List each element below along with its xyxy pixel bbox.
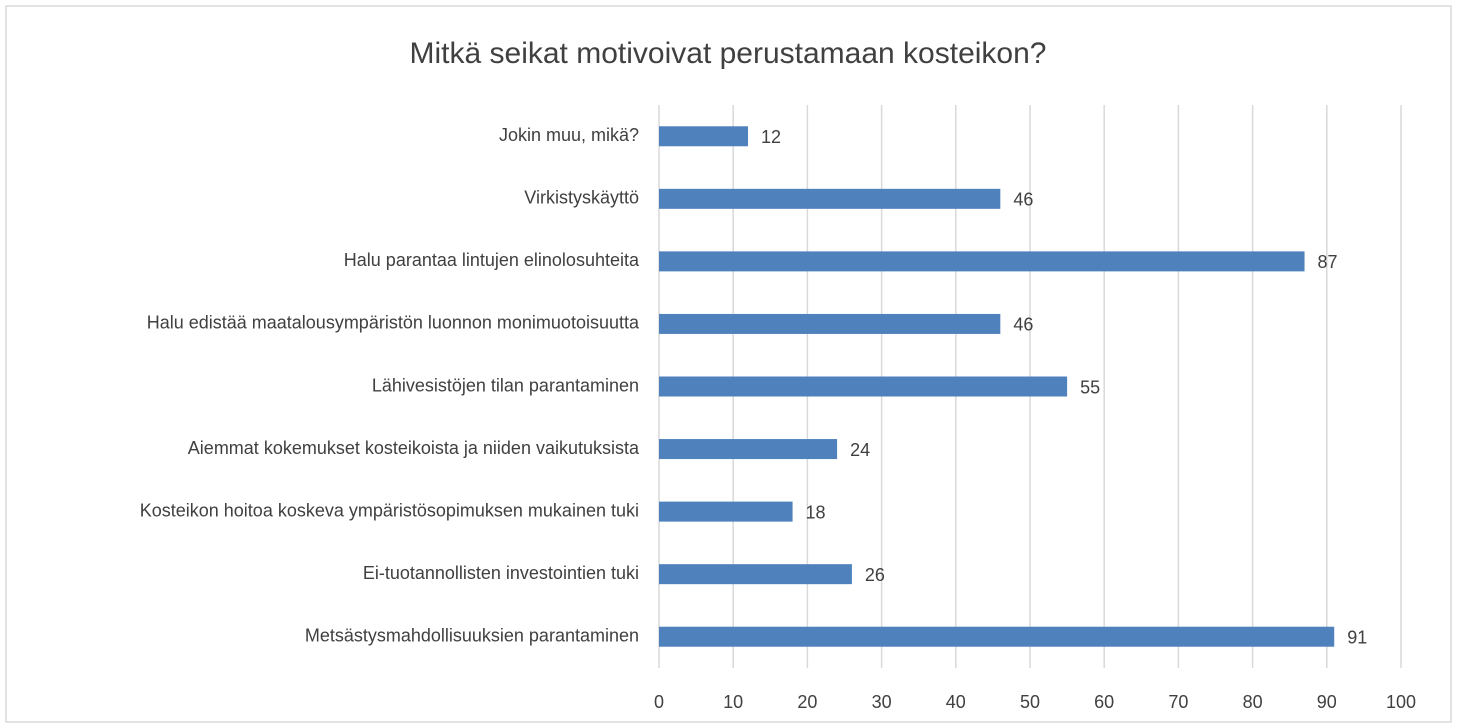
data-label: 26 xyxy=(865,565,885,585)
y-tick-label: Lähivesistöjen tilan parantaminen xyxy=(372,375,639,395)
bar xyxy=(659,251,1305,272)
bar xyxy=(659,126,749,147)
x-tick-label: 40 xyxy=(946,692,966,712)
chart-border xyxy=(5,5,1452,723)
data-label: 18 xyxy=(806,502,826,522)
x-tick-label: 10 xyxy=(723,692,743,712)
x-tick-label: 20 xyxy=(797,692,817,712)
data-label: 24 xyxy=(850,440,870,460)
y-tick-label: Halu edistää maatalousympäristön luonnon… xyxy=(147,313,640,333)
y-tick-label: Kosteikon hoitoa koskeva ympäristösopimu… xyxy=(140,500,639,520)
bar xyxy=(659,564,852,585)
bar xyxy=(659,439,838,460)
y-tick-label: Halu parantaa lintujen elinolosuhteita xyxy=(344,250,640,270)
y-tick-label: Aiemmat kokemukset kosteikoista ja niide… xyxy=(188,438,640,458)
x-tick-label: 60 xyxy=(1094,692,1114,712)
y-tick-label: Ei-tuotannollisten investointien tuki xyxy=(363,563,639,583)
data-label: 46 xyxy=(1013,190,1033,210)
x-tick-label: 0 xyxy=(654,692,664,712)
data-label: 91 xyxy=(1347,627,1367,647)
bar xyxy=(659,313,1001,334)
x-tick-label: 80 xyxy=(1243,692,1263,712)
x-tick-label: 100 xyxy=(1386,692,1416,712)
y-tick-label: Jokin muu, mikä? xyxy=(499,125,639,145)
x-tick-label: 50 xyxy=(1020,692,1040,712)
x-tick-label: 90 xyxy=(1317,692,1337,712)
x-tick-label: 70 xyxy=(1168,692,1188,712)
data-label: 55 xyxy=(1080,377,1100,397)
y-tick-label: Metsästysmahdollisuuksien parantaminen xyxy=(305,625,639,645)
bar xyxy=(659,626,1335,647)
data-label: 12 xyxy=(761,127,781,147)
chart-title: Mitkä seikat motivoivat perustamaan kost… xyxy=(410,37,1047,70)
bar xyxy=(659,188,1001,209)
y-tick-label: Virkistyskäyttö xyxy=(524,188,639,208)
bar xyxy=(659,376,1068,397)
data-label: 46 xyxy=(1013,315,1033,335)
data-label: 87 xyxy=(1318,252,1338,272)
x-tick-label: 30 xyxy=(872,692,892,712)
bar xyxy=(659,501,793,522)
